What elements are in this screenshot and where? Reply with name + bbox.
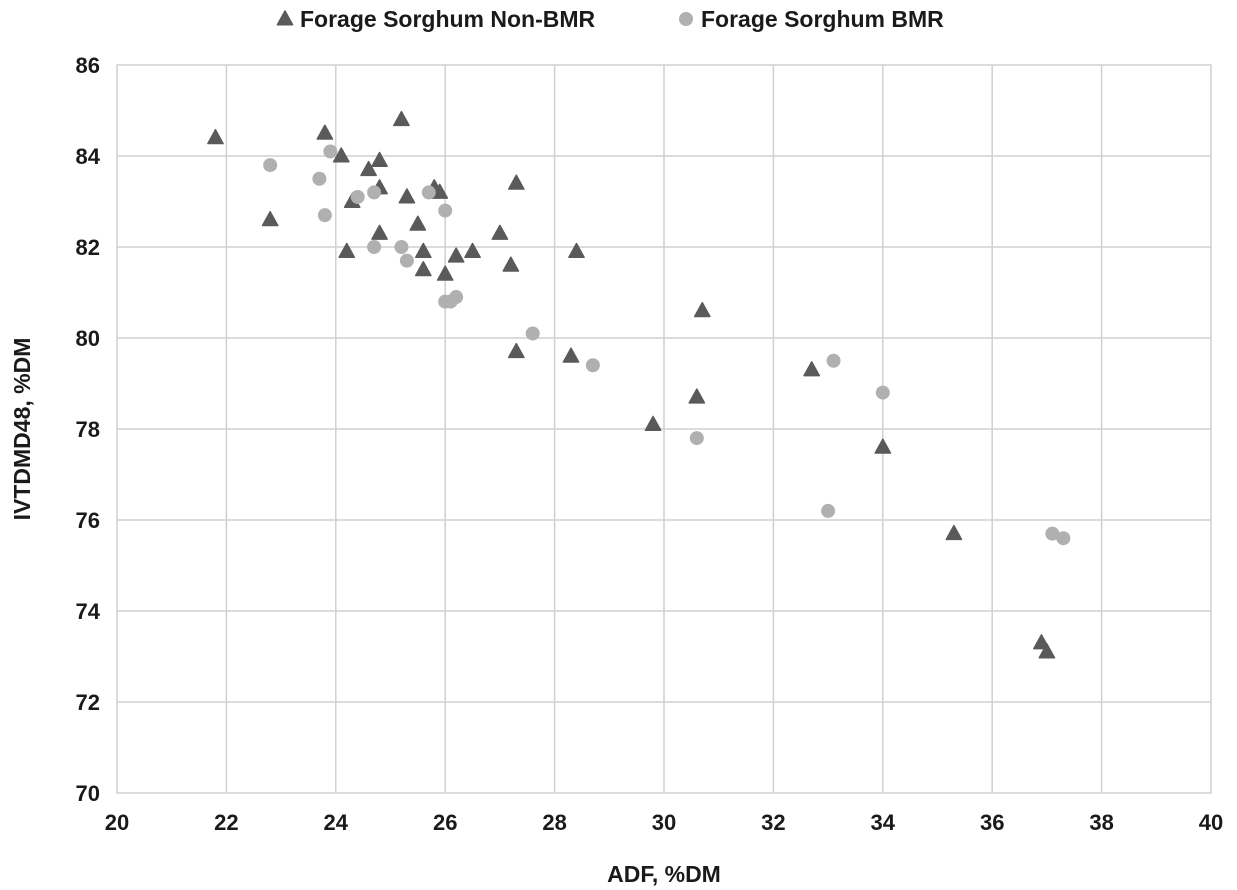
triangle-point — [414, 242, 432, 259]
circle-point — [875, 385, 890, 400]
triangle-point — [1038, 643, 1056, 659]
x-tick-label: 34 — [871, 810, 896, 835]
y-tick-label: 74 — [76, 599, 101, 624]
triangle-point — [414, 261, 432, 277]
circle-point — [689, 431, 704, 446]
legend-label: Forage Sorghum BMR — [701, 6, 944, 32]
x-tick-label: 40 — [1199, 810, 1223, 835]
triangle-point — [502, 256, 520, 272]
y-tick-label: 80 — [76, 326, 100, 351]
legend-label: Forage Sorghum Non-BMR — [300, 6, 596, 32]
legend-triangle-marker — [276, 10, 294, 26]
triangle-point — [338, 242, 356, 259]
gridlines — [117, 65, 1211, 793]
triangle-point — [436, 265, 454, 281]
y-tick-label: 82 — [76, 235, 100, 260]
circle-point — [263, 158, 278, 173]
triangle-point — [464, 242, 481, 259]
y-axis-title: IVTDMD48, %DM — [9, 338, 35, 521]
triangle-point — [371, 151, 388, 168]
series-1 — [207, 110, 1056, 659]
x-tick-label: 24 — [324, 810, 349, 835]
x-tick-label: 30 — [652, 810, 676, 835]
triangle-point — [644, 415, 662, 431]
x-tick-label: 20 — [105, 810, 129, 835]
x-tick-label: 36 — [980, 810, 1004, 835]
circle-point — [367, 185, 382, 200]
triangle-point — [1033, 634, 1050, 650]
series-2 — [263, 144, 1071, 546]
y-tick-label: 76 — [76, 508, 100, 533]
circle-point — [449, 290, 464, 305]
x-tick-label: 22 — [214, 810, 238, 835]
legend: Forage Sorghum Non-BMR Forage Sorghum BMR — [276, 6, 944, 32]
triangle-point — [393, 110, 410, 127]
x-axis-title: ADF, %DM — [607, 861, 721, 887]
triangle-point — [693, 301, 711, 318]
triangle-point — [507, 342, 525, 359]
triangle-point — [409, 215, 427, 231]
triangle-point — [207, 129, 224, 145]
triangle-point — [371, 224, 388, 240]
circle-point — [350, 189, 365, 204]
triangle-point — [507, 174, 525, 190]
triangle-point — [431, 183, 449, 199]
triangle-point — [874, 438, 892, 454]
y-tick-label: 70 — [76, 781, 100, 806]
legend-item-2: Forage Sorghum BMR — [679, 6, 944, 32]
y-tick-label: 86 — [76, 53, 100, 78]
triangle-point — [332, 147, 350, 163]
x-tick-label: 32 — [761, 810, 785, 835]
triangle-point — [568, 242, 585, 259]
y-tick-label: 84 — [76, 144, 101, 169]
legend-circle-marker — [679, 12, 693, 26]
circle-point — [394, 240, 409, 254]
triangle-point — [447, 247, 465, 263]
x-tick-label: 38 — [1089, 810, 1113, 835]
triangle-point — [491, 224, 509, 240]
triangle-point — [688, 388, 706, 404]
circle-point — [312, 171, 327, 186]
circle-point — [399, 253, 414, 268]
circle-point — [421, 185, 436, 200]
triangle-point — [945, 524, 963, 541]
circle-point — [367, 240, 382, 254]
circle-point — [826, 353, 841, 368]
x-tick-labels: 20 22 24 26 28 30 32 34 36 38 40 — [105, 810, 1223, 835]
plot-frame — [116, 64, 1212, 794]
triangle-point — [360, 160, 377, 177]
circle-point — [585, 358, 600, 373]
y-tick-label: 78 — [76, 417, 100, 442]
circle-point — [1045, 526, 1060, 541]
x-tick-label: 28 — [542, 810, 566, 835]
legend-item-1: Forage Sorghum Non-BMR — [276, 6, 596, 32]
circle-point — [525, 326, 540, 341]
y-tick-labels: 70 72 74 76 78 80 82 84 86 — [76, 53, 101, 806]
circle-point — [1056, 531, 1071, 546]
y-tick-label: 72 — [76, 690, 100, 715]
circle-point — [821, 503, 836, 518]
triangle-point — [562, 347, 580, 363]
data-points — [207, 110, 1071, 659]
circle-point — [323, 144, 338, 159]
triangle-point — [803, 361, 821, 377]
triangle-point — [316, 124, 334, 140]
circle-point — [317, 208, 332, 223]
x-tick-label: 26 — [433, 810, 457, 835]
triangle-point — [398, 188, 416, 204]
triangle-point — [261, 210, 279, 227]
circle-point — [438, 203, 453, 218]
